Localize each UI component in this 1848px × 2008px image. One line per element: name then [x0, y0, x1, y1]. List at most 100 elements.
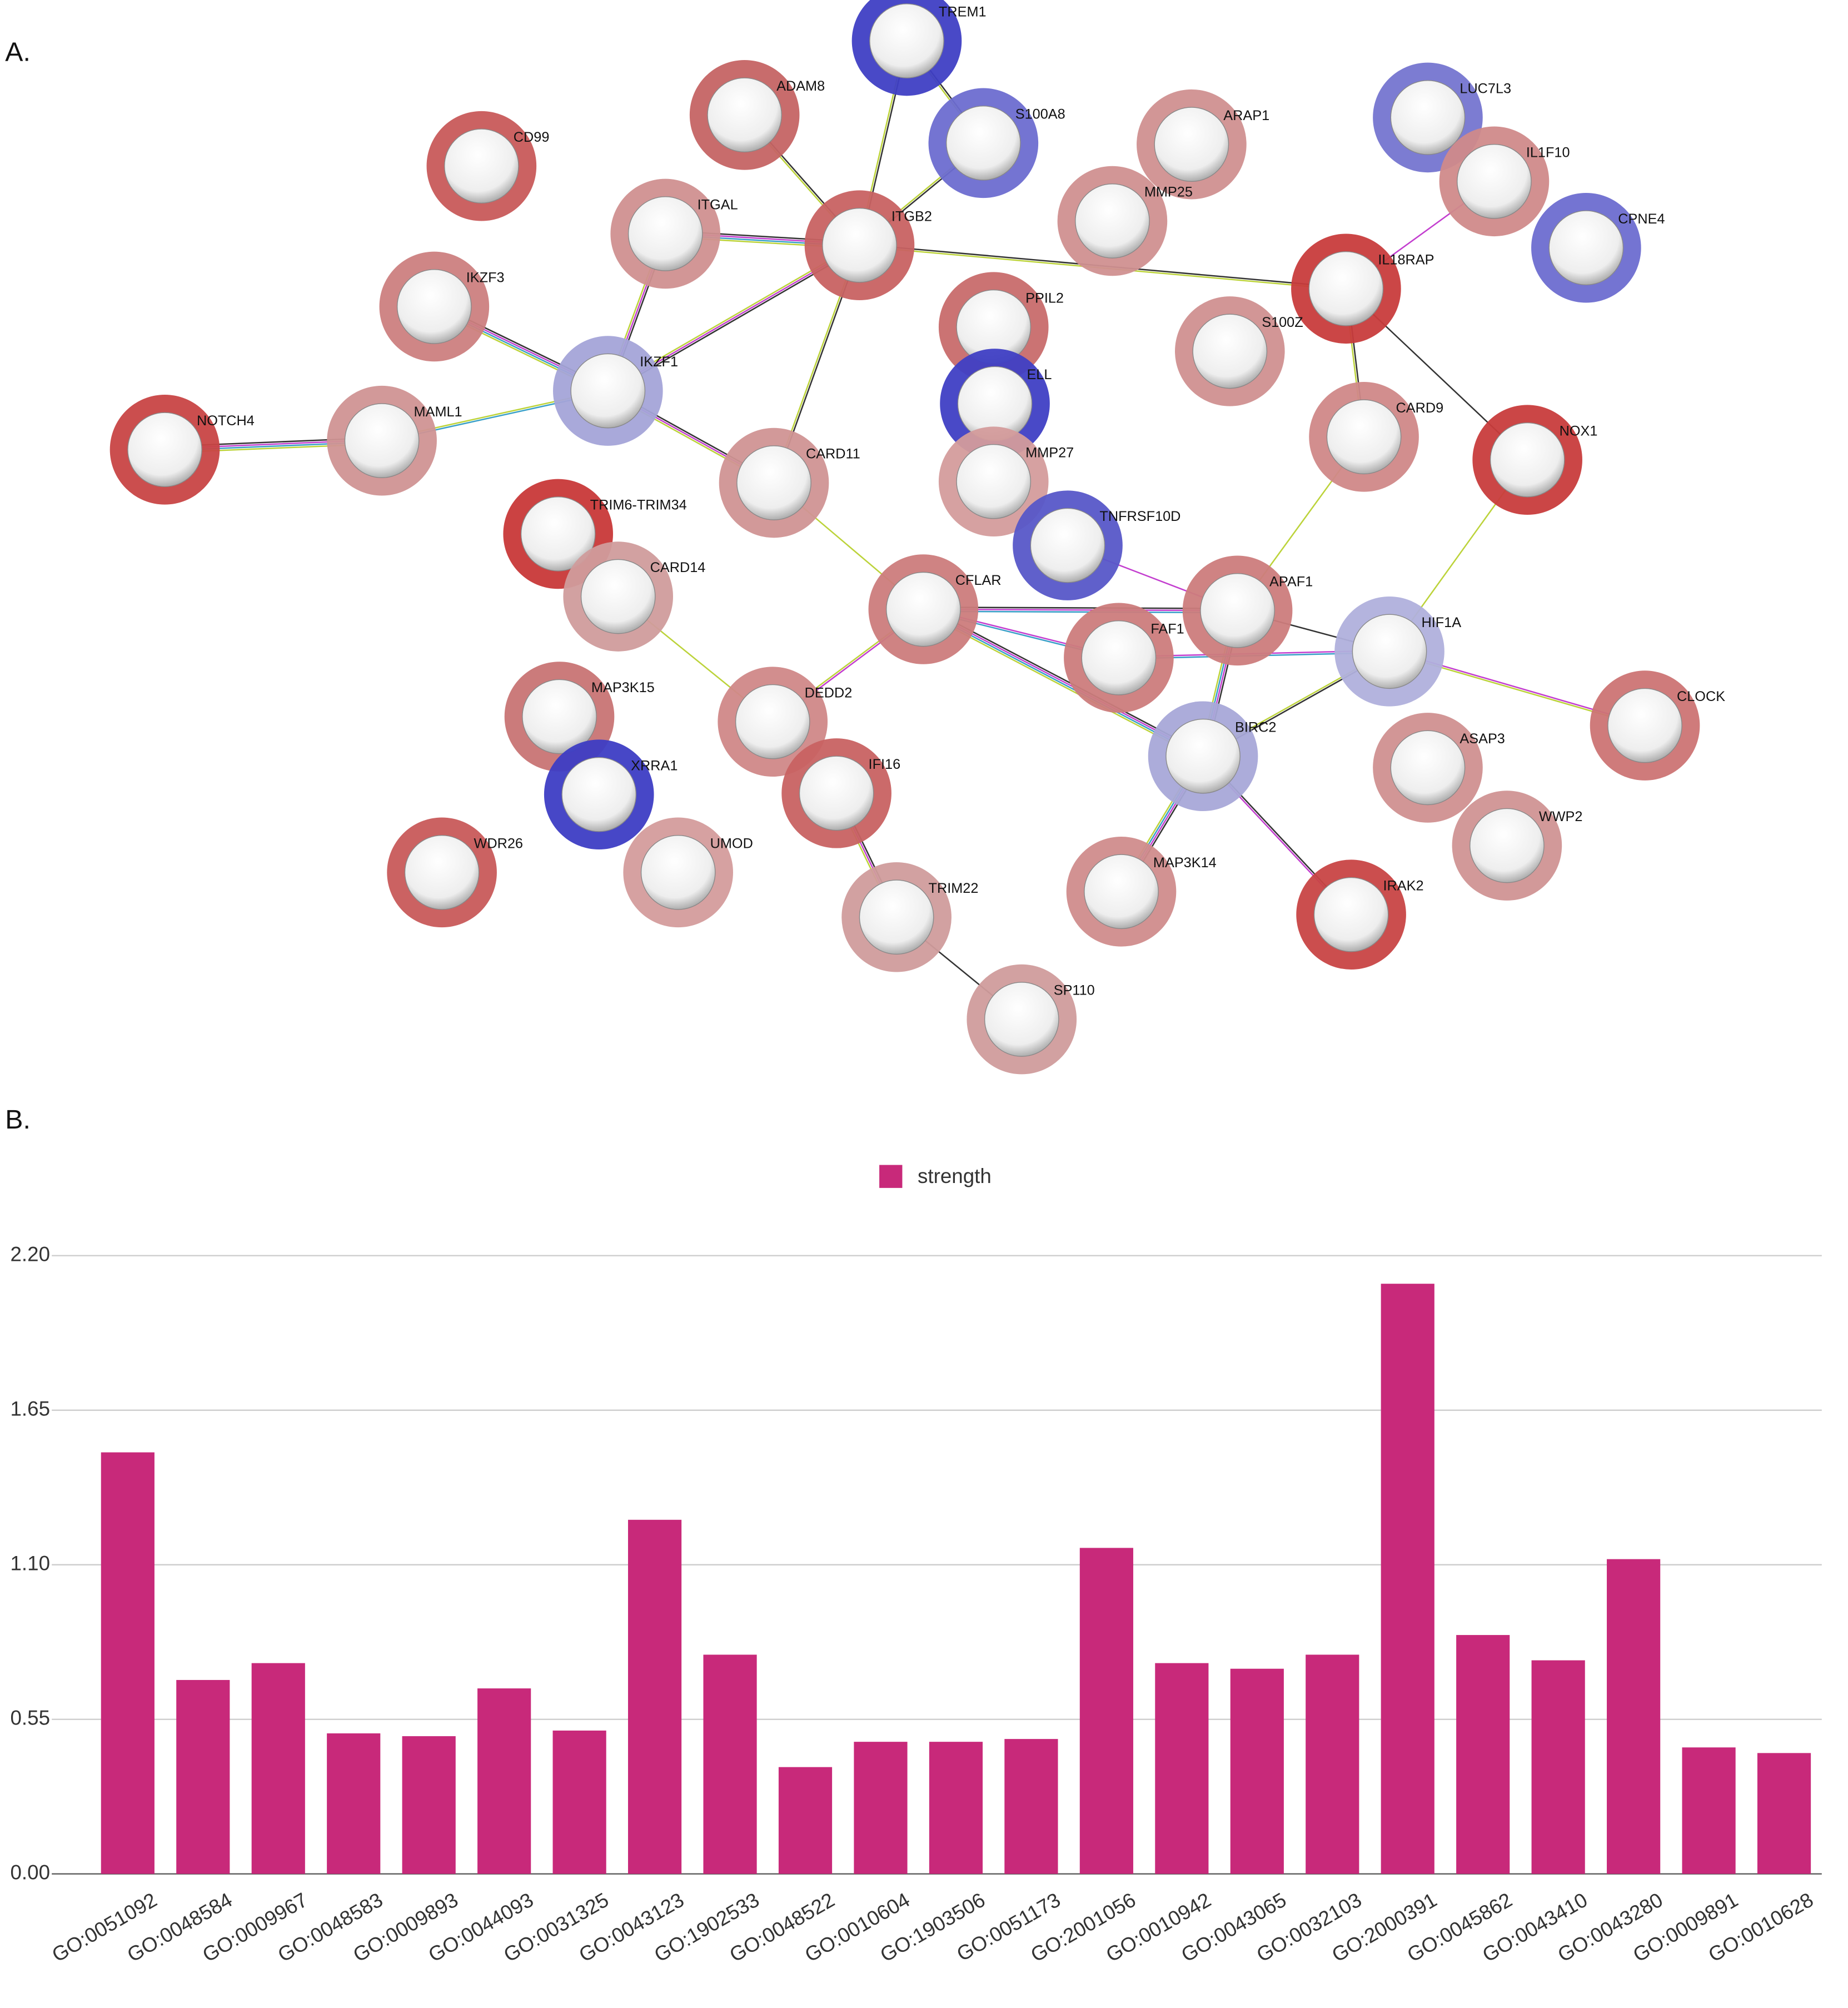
node-label: WWP2	[1539, 809, 1583, 824]
node	[736, 445, 811, 520]
legend-swatch	[879, 1165, 903, 1188]
bar	[1004, 1739, 1058, 1874]
node-label: CARD14	[650, 560, 706, 575]
node	[1607, 688, 1682, 763]
node	[1457, 143, 1532, 219]
bar	[929, 1742, 983, 1874]
node-label: FAF1	[1150, 621, 1184, 637]
node-label: ADAM8	[776, 78, 825, 94]
node	[627, 196, 703, 271]
node-label: SP110	[1054, 983, 1095, 998]
node	[1326, 399, 1402, 475]
bar	[1230, 1668, 1284, 1874]
bar	[101, 1452, 155, 1874]
node	[1154, 107, 1229, 182]
node-label: CARD11	[806, 446, 860, 462]
node	[1200, 573, 1275, 648]
node-label: IKZF3	[466, 270, 505, 286]
bar-chart: 0.000.551.101.652.20strengthGO:0051092GO…	[10, 1165, 1822, 1966]
node-label: APAF1	[1269, 574, 1313, 589]
y-tick-label: 1.10	[10, 1552, 50, 1574]
node-label: TRIM6-TRIM34	[590, 498, 687, 513]
node-label: IRAK2	[1383, 878, 1424, 893]
node-label: DEDD2	[805, 685, 853, 700]
node	[859, 879, 934, 955]
node	[1390, 730, 1466, 806]
node-label: IL1F10	[1526, 145, 1570, 160]
y-tick-label: 0.55	[10, 1706, 50, 1729]
node-label: ASAP3	[1460, 731, 1505, 747]
node	[1352, 614, 1427, 689]
node	[1390, 80, 1466, 155]
bar	[1381, 1284, 1434, 1874]
node	[404, 835, 480, 910]
node-label: ARAP1	[1223, 108, 1269, 123]
node	[735, 684, 810, 759]
node	[1490, 422, 1565, 498]
bar	[703, 1654, 757, 1874]
bar	[778, 1767, 833, 1874]
bar	[1607, 1559, 1661, 1874]
node-label: ELL	[1027, 367, 1052, 382]
node-label: HIF1A	[1421, 615, 1461, 630]
node	[946, 106, 1021, 181]
node-label: TREM1	[939, 4, 987, 20]
y-tick-label: 1.65	[10, 1397, 50, 1420]
node	[822, 207, 897, 283]
node	[869, 3, 944, 78]
bar	[627, 1519, 682, 1874]
node-label: PPIL2	[1025, 290, 1064, 306]
node-label: MMP27	[1025, 445, 1074, 460]
panel-label: A.	[5, 37, 31, 67]
node	[956, 444, 1032, 519]
node	[344, 403, 420, 479]
bar	[1079, 1548, 1133, 1874]
node-label: S100Z	[1262, 315, 1303, 330]
legend-label: strength	[918, 1165, 992, 1187]
node	[799, 756, 874, 831]
y-tick-label: 0.00	[10, 1861, 50, 1883]
bar	[176, 1679, 230, 1874]
node	[561, 757, 637, 832]
node-label: CARD9	[1396, 400, 1444, 416]
node-label: MAML1	[414, 404, 462, 420]
node	[1084, 854, 1159, 930]
node	[1313, 877, 1389, 952]
bar	[327, 1733, 381, 1874]
bar	[251, 1663, 305, 1874]
bar	[1155, 1663, 1209, 1874]
node-label: XRRA1	[631, 758, 678, 773]
node-label: MAP3K15	[591, 680, 655, 695]
bar	[1456, 1635, 1510, 1874]
node-label: CD99	[514, 130, 550, 145]
node-label: TRIM22	[929, 881, 979, 896]
node	[1165, 718, 1241, 794]
node-label: TNFRSF10D	[1099, 509, 1180, 524]
node	[397, 269, 472, 344]
bar	[477, 1688, 531, 1874]
node-label: MAP3K14	[1153, 855, 1217, 871]
node-label: NOTCH4	[197, 413, 255, 429]
node-label: IL18RAP	[1378, 252, 1434, 267]
node-label: CPNE4	[1618, 211, 1665, 227]
bar	[854, 1742, 908, 1874]
node-label: IKZF1	[640, 354, 678, 370]
node-label: LUC7L3	[1460, 81, 1511, 97]
node	[886, 571, 961, 647]
y-tick-label: 2.20	[10, 1242, 50, 1265]
node	[522, 679, 597, 754]
bar	[1757, 1753, 1811, 1874]
node-label: CFLAR	[955, 573, 1002, 588]
node	[1075, 183, 1150, 259]
node-label: WDR26	[474, 836, 523, 851]
node	[580, 559, 656, 634]
bar	[1306, 1654, 1359, 1874]
node-label: S100A8	[1015, 106, 1065, 122]
node-label: CLOCK	[1677, 689, 1725, 704]
node-label: BIRC2	[1235, 719, 1276, 735]
node	[520, 496, 596, 571]
node-label: ITGAL	[698, 197, 738, 213]
node-label: IFI16	[869, 757, 901, 772]
node	[984, 982, 1059, 1057]
